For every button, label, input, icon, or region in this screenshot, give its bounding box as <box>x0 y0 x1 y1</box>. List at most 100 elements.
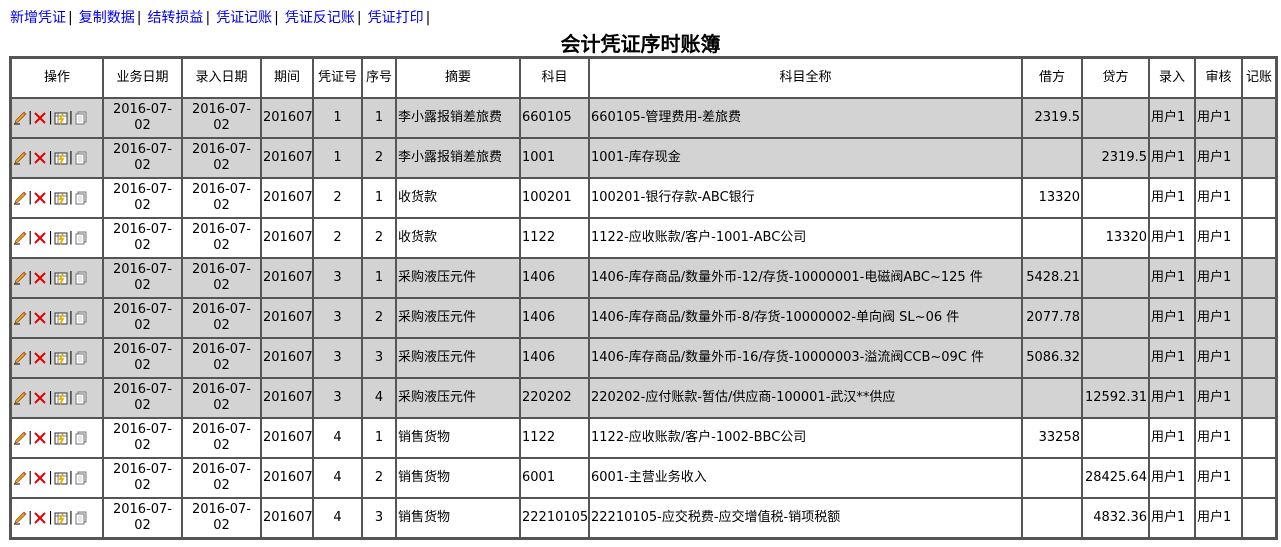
table-row[interactable]: | | | 2016-07-02 2016-07-02 201607 3 1 采购液压元件 140… <box>11 258 1276 298</box>
col-business-date[interactable]: 业务日期 <box>103 58 182 98</box>
copy-icon[interactable] <box>74 151 88 165</box>
delete-x-icon[interactable] <box>33 151 47 165</box>
copy-icon[interactable] <box>74 431 88 445</box>
col-actions[interactable]: 操作 <box>11 58 103 98</box>
copy-icon[interactable] <box>74 191 88 205</box>
audit-icon[interactable] <box>54 111 68 125</box>
edit-pencil-icon[interactable] <box>13 111 27 125</box>
col-period[interactable]: 期间 <box>261 58 313 98</box>
cell-debit <box>1022 498 1082 538</box>
cell-audited-by: 用户1 <box>1195 458 1242 498</box>
cell-voucher-no: 3 <box>313 378 362 418</box>
col-summary[interactable]: 摘要 <box>396 58 520 98</box>
copy-icon[interactable] <box>74 351 88 365</box>
delete-x-icon[interactable] <box>33 191 47 205</box>
copy-icon[interactable] <box>74 311 88 325</box>
edit-pencil-icon[interactable] <box>13 311 27 325</box>
delete-x-icon[interactable] <box>33 271 47 285</box>
edit-pencil-icon[interactable] <box>13 391 27 405</box>
audit-icon[interactable] <box>54 391 68 405</box>
table-row[interactable]: | | | 2016-07-02 2016-07-02 201607 3 3 采购液压元件 140… <box>11 338 1276 378</box>
col-account-code[interactable]: 科目 <box>520 58 589 98</box>
cell-account-full-name: 22210105-应交税费-应交增值税-销项税额 <box>589 498 1022 538</box>
copy-icon[interactable] <box>74 471 88 485</box>
copy-icon[interactable] <box>74 391 88 405</box>
copy-icon[interactable] <box>74 511 88 525</box>
col-posted[interactable]: 记账 <box>1242 58 1276 98</box>
unpost-voucher-link[interactable]: 凭证反记账 <box>284 10 355 26</box>
edit-pencil-icon[interactable] <box>13 231 27 245</box>
cell-account-code: 1122 <box>520 218 589 258</box>
col-entry-date[interactable]: 录入日期 <box>182 58 261 98</box>
edit-pencil-icon[interactable] <box>13 471 27 485</box>
separator: | <box>48 350 53 365</box>
cell-entered-by: 用户1 <box>1149 378 1195 418</box>
audit-icon[interactable] <box>54 431 68 445</box>
edit-pencil-icon[interactable] <box>13 271 27 285</box>
col-seq-no[interactable]: 序号 <box>362 58 396 98</box>
delete-x-icon[interactable] <box>33 391 47 405</box>
edit-pencil-icon[interactable] <box>13 191 27 205</box>
delete-x-icon[interactable] <box>33 111 47 125</box>
cell-summary: 采购液压元件 <box>396 378 520 418</box>
table-row[interactable]: | | | 2016-07-02 2016-07-02 201607 2 2 收货款 1122 11… <box>11 218 1276 258</box>
cell-credit: 28425.64 <box>1082 458 1149 498</box>
audit-icon[interactable] <box>54 271 68 285</box>
cell-audited-by: 用户1 <box>1195 498 1242 538</box>
new-voucher-link[interactable]: 新增凭证 <box>10 10 66 26</box>
col-voucher-no[interactable]: 凭证号 <box>313 58 362 98</box>
table-row[interactable]: | | | 2016-07-02 2016-07-02 201607 1 1 李小露报销差旅费 6… <box>11 98 1276 138</box>
delete-x-icon[interactable] <box>33 231 47 245</box>
table-row[interactable]: | | | 2016-07-02 2016-07-02 201607 3 2 采购液压元件 140… <box>11 298 1276 338</box>
cell-debit: 5086.32 <box>1022 338 1082 378</box>
copy-icon[interactable] <box>74 231 88 245</box>
delete-x-icon[interactable] <box>33 431 47 445</box>
copy-icon[interactable] <box>74 111 88 125</box>
separator: | <box>48 150 53 165</box>
edit-pencil-icon[interactable] <box>13 431 27 445</box>
audit-icon[interactable] <box>54 311 68 325</box>
voucher-ledger-table: 操作 业务日期 录入日期 期间 凭证号 序号 摘要 科目 科目全称 借方 贷方 录入 审核 记账 | | | 2… <box>9 56 1278 540</box>
separator: | <box>68 310 74 325</box>
col-audited-by[interactable]: 审核 <box>1195 58 1242 98</box>
edit-pencil-icon[interactable] <box>13 151 27 165</box>
print-voucher-link[interactable]: 凭证打印 <box>367 10 424 26</box>
post-voucher-link[interactable]: 凭证记账 <box>216 10 273 26</box>
col-account-full-name[interactable]: 科目全称 <box>589 58 1022 98</box>
table-row[interactable]: | | | 2016-07-02 2016-07-02 201607 4 3 销售货物 22210… <box>11 498 1276 538</box>
separator: | <box>28 230 33 245</box>
audit-icon[interactable] <box>54 471 68 485</box>
table-row[interactable]: | | | 2016-07-02 2016-07-02 201607 1 2 李小露报销差旅费 1… <box>11 138 1276 178</box>
delete-x-icon[interactable] <box>33 351 47 365</box>
cell-posted <box>1242 98 1276 138</box>
copy-data-link[interactable]: 复制数据 <box>78 10 135 26</box>
audit-icon[interactable] <box>54 351 68 365</box>
table-row[interactable]: | | | 2016-07-02 2016-07-02 201607 4 2 销售货物 6001 6… <box>11 458 1276 498</box>
delete-x-icon[interactable] <box>33 311 47 325</box>
page-title: 会计凭证序时账簿 <box>560 32 721 56</box>
cell-entered-by: 用户1 <box>1149 458 1195 498</box>
cell-debit <box>1022 458 1082 498</box>
cell-entered-by: 用户1 <box>1149 298 1195 338</box>
edit-pencil-icon[interactable] <box>13 351 27 365</box>
audit-icon[interactable] <box>54 151 68 165</box>
cell-voucher-no: 4 <box>313 498 362 538</box>
col-entered-by[interactable]: 录入 <box>1149 58 1195 98</box>
audit-icon[interactable] <box>54 191 68 205</box>
audit-icon[interactable] <box>54 511 68 525</box>
carry-forward-link[interactable]: 结转损益 <box>147 10 204 26</box>
cell-seq-no: 1 <box>362 98 396 138</box>
copy-icon[interactable] <box>74 271 88 285</box>
cell-business-date: 2016-07-02 <box>103 178 182 218</box>
table-row[interactable]: | | | 2016-07-02 2016-07-02 201607 2 1 收货款 100201… <box>11 178 1276 218</box>
col-debit[interactable]: 借方 <box>1022 58 1082 98</box>
cell-voucher-no: 1 <box>313 98 362 138</box>
delete-x-icon[interactable] <box>33 471 47 485</box>
table-row[interactable]: | | | 2016-07-02 2016-07-02 201607 3 4 采购液压元件 220… <box>11 378 1276 418</box>
edit-pencil-icon[interactable] <box>13 511 27 525</box>
cell-summary: 李小露报销差旅费 <box>396 138 520 178</box>
delete-x-icon[interactable] <box>33 511 47 525</box>
table-row[interactable]: | | | 2016-07-02 2016-07-02 201607 4 1 销售货物 1122 1… <box>11 418 1276 458</box>
col-credit[interactable]: 贷方 <box>1082 58 1149 98</box>
audit-icon[interactable] <box>54 231 68 245</box>
